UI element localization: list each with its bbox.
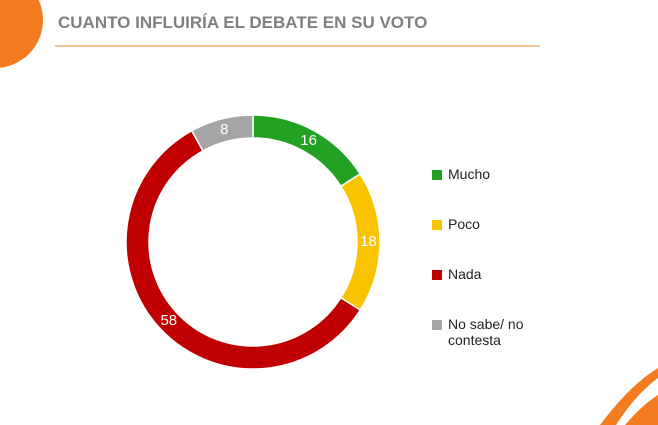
- data-label: 58: [160, 312, 177, 329]
- legend-item: Nada: [432, 266, 562, 282]
- legend-item: Poco: [432, 216, 562, 232]
- legend-label: Nada: [448, 266, 482, 282]
- legend-item: No sabe/ no contesta: [432, 316, 562, 348]
- chart-title: CUANTO INFLUIRÍA EL DEBATE EN SU VOTO: [58, 13, 427, 32]
- corner-decoration: [0, 0, 43, 68]
- legend-swatch: [432, 170, 442, 180]
- data-label: 16: [300, 132, 317, 149]
- legend-label: Poco: [448, 216, 480, 232]
- corner-swoosh: [600, 368, 658, 425]
- corner-swoosh: [625, 395, 658, 425]
- legend-label: Mucho: [448, 166, 491, 182]
- data-label: 18: [360, 233, 377, 250]
- donut-segment: [190, 114, 254, 152]
- donut-segment: [125, 129, 362, 370]
- legend-item: Mucho: [432, 166, 562, 182]
- legend-swatch: [432, 220, 442, 230]
- legend-swatch: [432, 320, 442, 330]
- legend-swatch: [432, 270, 442, 280]
- data-label: 8: [220, 121, 228, 138]
- legend-label: No sabe/ no contesta: [448, 316, 524, 348]
- donut-segment: [252, 114, 362, 188]
